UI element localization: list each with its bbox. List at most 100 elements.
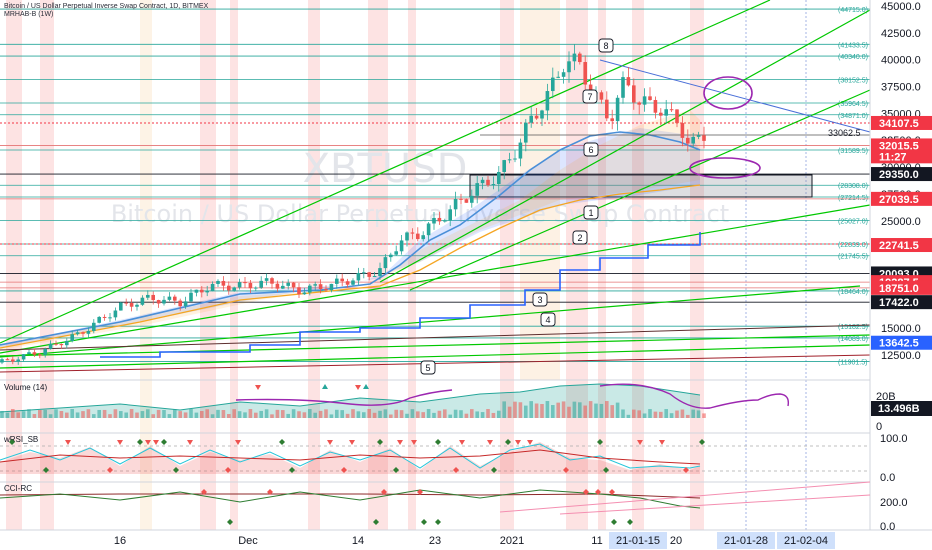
candle-body xyxy=(664,109,668,116)
volume-bar xyxy=(621,409,625,418)
wave-label-box[interactable] xyxy=(540,312,556,327)
volume-bar xyxy=(11,409,15,418)
signal-triangle xyxy=(145,440,151,445)
wave-label-box[interactable] xyxy=(532,292,548,307)
wave-label-box[interactable] xyxy=(420,360,436,375)
volume-bar xyxy=(583,405,587,418)
candle-body xyxy=(448,209,452,221)
wave-label-box[interactable] xyxy=(598,38,614,53)
candle-body xyxy=(291,282,296,288)
candle-body xyxy=(702,135,706,141)
signal-diamond xyxy=(289,467,295,473)
volume-bar xyxy=(453,409,458,418)
price-tag xyxy=(871,280,932,295)
volume-bar xyxy=(518,402,523,418)
candle-body xyxy=(561,72,566,77)
candle-body xyxy=(189,292,193,302)
signal-diamond xyxy=(173,467,179,473)
volume-bar xyxy=(599,403,604,418)
cci-tick-200: 200.0 xyxy=(880,497,908,509)
wave-label-box[interactable] xyxy=(582,89,598,104)
volume-tag-text: 13.496B xyxy=(878,403,920,415)
price-tick: 12500.0 xyxy=(881,350,921,362)
candle-body xyxy=(367,272,371,277)
volume-bar xyxy=(48,414,53,418)
signal-triangle xyxy=(355,385,361,390)
candle-body xyxy=(48,343,53,349)
mrhab-step-line xyxy=(100,232,701,358)
volume-bar xyxy=(264,409,269,418)
candle-body xyxy=(426,223,431,236)
volume-bar xyxy=(27,409,31,418)
volume-bar xyxy=(108,414,112,418)
candle-body xyxy=(97,316,101,323)
volume-bar xyxy=(59,411,64,418)
volume-bar xyxy=(637,410,641,418)
signal-triangle xyxy=(235,440,241,445)
candle-body xyxy=(416,233,420,240)
signal-triangle xyxy=(187,440,193,445)
volume-bar xyxy=(102,409,107,418)
signal-triangle xyxy=(411,440,417,445)
price-level-label: (31589.5) xyxy=(838,148,868,155)
volume-bar xyxy=(475,411,479,418)
volume-bar xyxy=(605,401,609,418)
ma-cloud-orange xyxy=(0,110,700,350)
volume-bar xyxy=(210,414,215,418)
wave-label-box[interactable] xyxy=(583,205,599,220)
volume-bar xyxy=(286,413,290,418)
volume-bar xyxy=(642,413,647,418)
candle-body xyxy=(497,172,501,185)
candle-body xyxy=(86,330,91,334)
price-level-label: (18464.0) xyxy=(838,289,868,296)
candle-body xyxy=(297,287,301,295)
range-box[interactable] xyxy=(469,174,813,198)
candle-body xyxy=(443,220,447,222)
volume-bar xyxy=(119,411,123,418)
volume-bars xyxy=(0,401,706,418)
signal-triangle xyxy=(117,440,123,445)
signal-triangle xyxy=(527,440,533,445)
volume-bar xyxy=(318,410,323,418)
volume-bar xyxy=(432,412,436,418)
candle-body xyxy=(113,310,118,318)
cci-trendline xyxy=(499,481,871,513)
candle-body xyxy=(529,115,533,123)
volume-bar xyxy=(248,409,253,418)
candle-body xyxy=(345,281,350,285)
candle-body xyxy=(507,159,512,161)
wrsi-tick-100: 100.0 xyxy=(880,433,908,445)
wave-label-box[interactable] xyxy=(583,142,599,157)
signal-diamond xyxy=(201,489,207,495)
volume-bar xyxy=(567,406,571,418)
time-axis[interactable]: 16 Dec 14 23 2021 11 20 21-01-15 21-01-28 21-02-0… xyxy=(0,531,932,550)
volume-tick-0: 0 xyxy=(876,421,882,433)
signal-diamond xyxy=(699,439,705,445)
signal-triangle xyxy=(397,440,403,445)
wave-label-4: 4 xyxy=(545,315,550,325)
volume-bar xyxy=(464,413,469,418)
wave-label-box[interactable] xyxy=(572,230,588,245)
volume-bar xyxy=(578,402,582,418)
candle-body xyxy=(146,294,150,298)
candle-body xyxy=(210,283,215,291)
volume-bar xyxy=(243,412,247,418)
candle-body xyxy=(578,53,582,63)
volume-bar xyxy=(459,410,463,418)
volume-bar xyxy=(291,409,296,418)
signal-diamond xyxy=(683,467,689,473)
price-level-label: (25027.0) xyxy=(838,218,868,225)
price-tick: 37500.0 xyxy=(881,82,921,94)
candle-body xyxy=(324,289,328,291)
candle-body xyxy=(70,334,74,341)
candle-body xyxy=(372,275,377,277)
price-level-label: (28308.0) xyxy=(838,183,868,190)
signal-diamond xyxy=(611,519,617,525)
signal-diamond xyxy=(505,439,511,445)
candle-body xyxy=(389,254,393,258)
price-axis[interactable]: 45000.042500.040000.037500.035000.032500… xyxy=(871,0,932,380)
candle-body xyxy=(38,354,42,356)
volume-bar xyxy=(529,401,533,418)
